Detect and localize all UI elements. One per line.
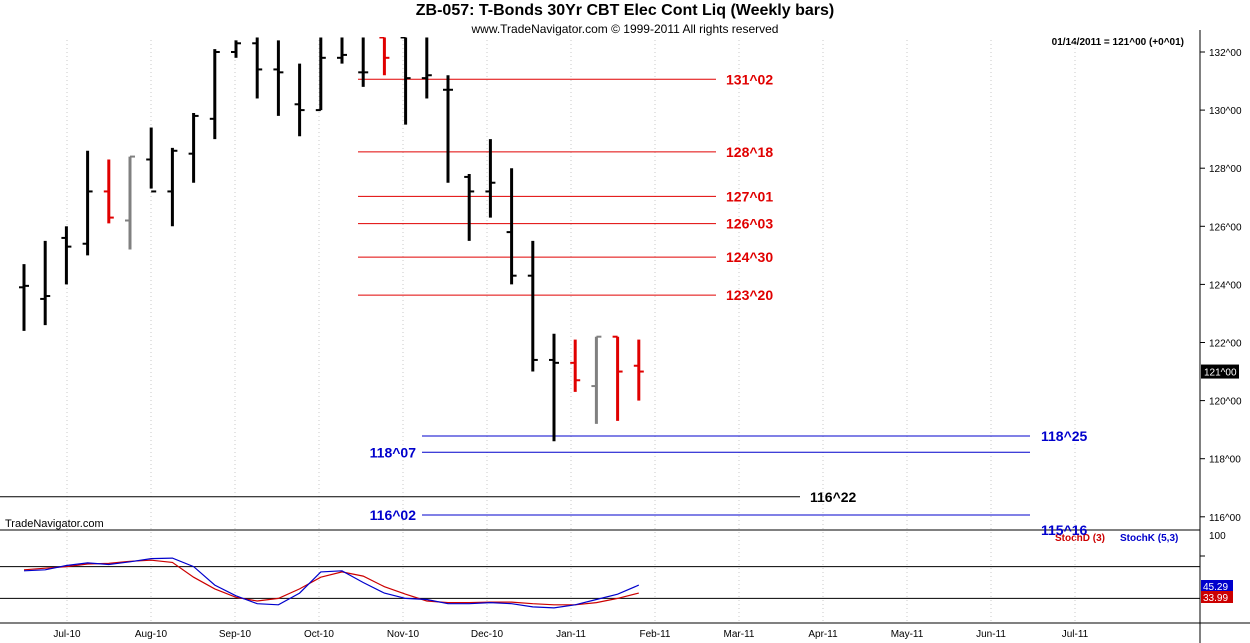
ohlc-bar xyxy=(506,168,517,285)
y-tick-label: 122^00 xyxy=(1209,339,1242,350)
ohlc-bar xyxy=(40,240,51,326)
ohlc-bar xyxy=(379,37,390,76)
last-quote: 01/14/2011 = 121^00 (+0^01) xyxy=(1051,37,1184,48)
last-price-label: 121^00 xyxy=(1204,368,1237,379)
ohlc-bar xyxy=(231,40,241,58)
x-tick-label: May-11 xyxy=(891,629,924,640)
level-label: 126^03 xyxy=(726,216,773,232)
x-tick-label: Jul-11 xyxy=(1062,629,1089,640)
level-label: 127^01 xyxy=(726,188,773,204)
y-tick-label: 132^00 xyxy=(1209,48,1242,59)
last-price-box xyxy=(1201,364,1239,379)
y-tick-label: 130^00 xyxy=(1209,106,1242,117)
stoch-value-label: 33.99 xyxy=(1203,593,1228,604)
x-tick-label: Jun-11 xyxy=(976,629,1006,640)
y-tick-label: 118^00 xyxy=(1209,455,1241,466)
ohlc-bar xyxy=(82,150,93,256)
y-tick-label: 128^00 xyxy=(1209,164,1242,175)
level-label: 116^02 xyxy=(370,507,417,523)
x-tick-label: Jul-10 xyxy=(53,629,81,640)
y-tick-label: 124^00 xyxy=(1209,280,1242,291)
x-tick-label: Jan-11 xyxy=(556,629,586,640)
ohlc-bar xyxy=(464,174,475,241)
x-tick-label: Feb-11 xyxy=(640,629,671,640)
ohlc-bar xyxy=(146,127,157,193)
chart-title: ZB-057: T-Bonds 30Yr CBT Elec Cont Liq (… xyxy=(415,2,835,19)
ohlc-bar xyxy=(294,63,305,137)
ohlc-bar xyxy=(421,37,432,99)
stoch-value-label: 45.29 xyxy=(1203,582,1228,593)
ohlc-bar xyxy=(400,37,411,125)
ohlc-bar xyxy=(485,139,496,218)
stoch-lines xyxy=(23,557,640,609)
y-tick-label: 120^00 xyxy=(1209,397,1242,408)
ohlc-bar xyxy=(19,264,29,331)
level-label: 118^07 xyxy=(370,444,417,460)
watermark: TradeNavigator.com xyxy=(5,518,104,530)
ohlc-bar xyxy=(125,155,135,250)
copyright-notice: www.TradeNavigator.com © 1999-2011 All r… xyxy=(471,22,779,36)
ohlc-bar xyxy=(570,339,581,392)
level-label: 128^18 xyxy=(726,144,773,160)
x-tick-label: Mar-11 xyxy=(724,629,755,640)
level-label: 118^25 xyxy=(1041,428,1088,444)
ohlc-bar xyxy=(443,75,453,183)
ohlc-bar xyxy=(549,333,559,442)
ohlc-bars xyxy=(19,37,644,442)
ohlc-bar xyxy=(252,37,263,99)
level-label: 116^22 xyxy=(810,489,857,505)
x-tick-label: Dec-10 xyxy=(471,629,504,640)
level-label: 123^20 xyxy=(726,287,773,303)
stoch-value-box xyxy=(1201,591,1233,603)
y-tick-label: 126^00 xyxy=(1209,222,1242,233)
ohlc-bar xyxy=(167,147,178,227)
ohlc-bar xyxy=(358,37,369,87)
ohlc-bar xyxy=(633,339,644,401)
ohlc-bar xyxy=(61,226,72,285)
x-tick-label: Nov-10 xyxy=(387,629,420,640)
level-label: 115^16 xyxy=(1041,522,1088,538)
stoch-tick-label: 100 xyxy=(1209,531,1226,542)
ohlc-bar xyxy=(612,335,623,421)
level-label: 124^30 xyxy=(726,249,773,265)
x-tick-label: Oct-10 xyxy=(304,629,334,640)
x-tick-label: Aug-10 xyxy=(135,629,168,640)
ohlc-bar xyxy=(591,335,602,424)
ohlc-bar xyxy=(315,37,326,112)
stochk-line xyxy=(23,557,640,609)
legend-stochd: StochD (3) xyxy=(1055,533,1105,544)
y-tick-label: 116^00 xyxy=(1209,513,1241,524)
x-tick-label: Sep-10 xyxy=(219,629,252,640)
legend-stochk: StochK (5,3) xyxy=(1120,533,1179,544)
level-label: 131^02 xyxy=(726,71,773,87)
ohlc-bar xyxy=(527,240,538,372)
ohlc-bar xyxy=(188,113,199,183)
ohlc-bar xyxy=(273,40,284,116)
stoch-value-box xyxy=(1201,580,1233,592)
x-tick-label: Apr-11 xyxy=(808,629,838,640)
ohlc-bar xyxy=(103,159,114,224)
ohlc-bar xyxy=(209,49,220,140)
ohlc-bar xyxy=(337,37,347,64)
